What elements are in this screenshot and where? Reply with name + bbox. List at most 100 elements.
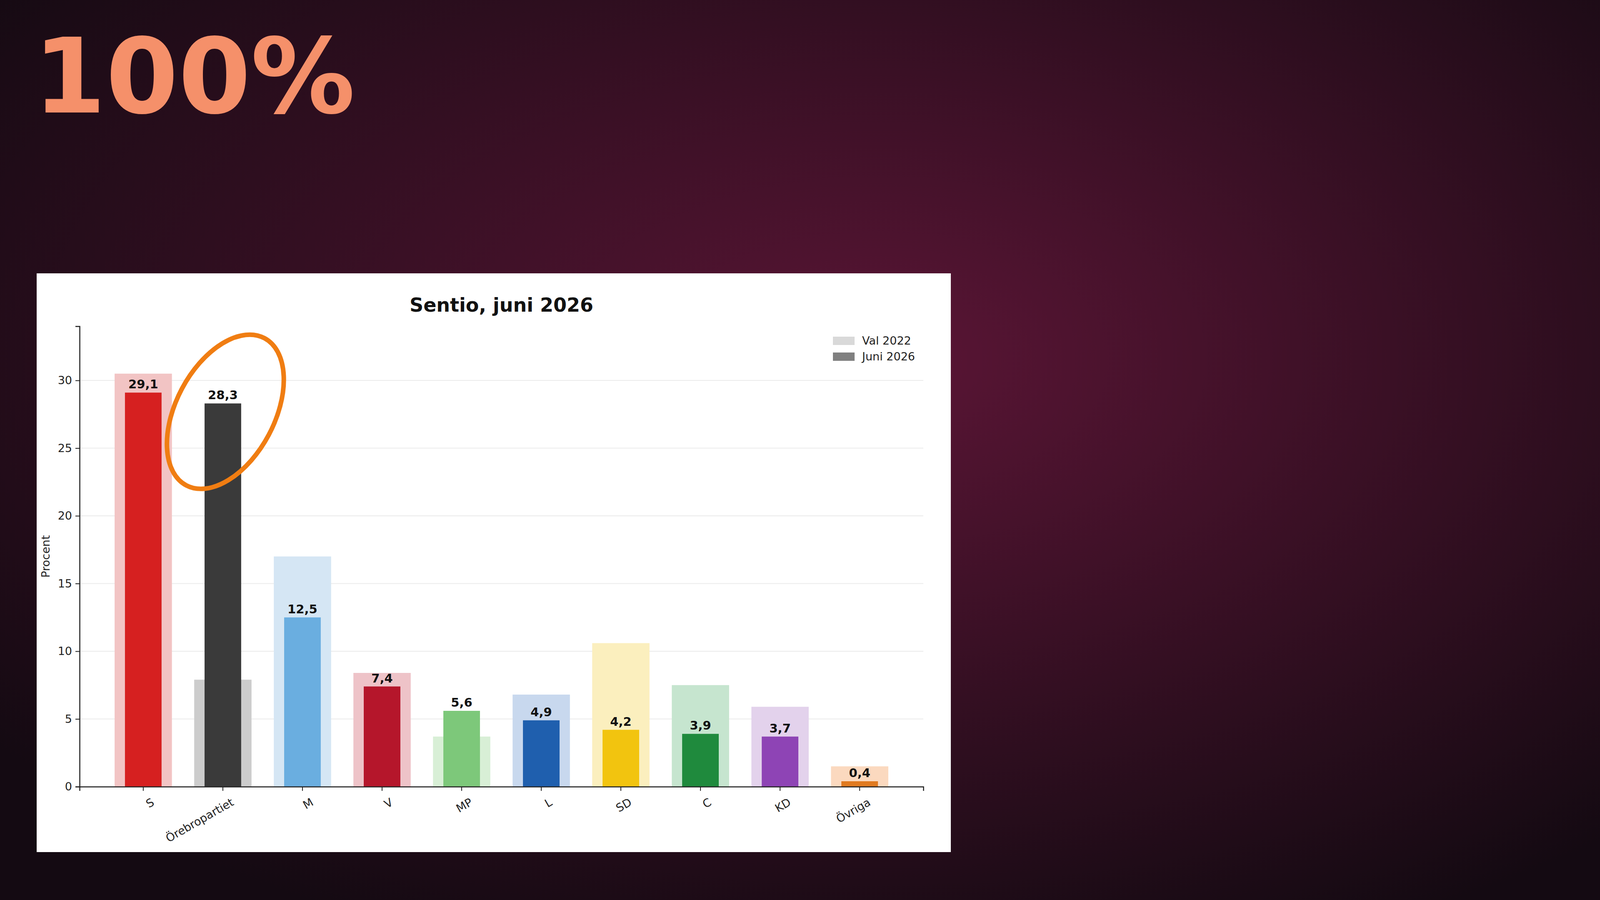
bar <box>125 392 162 787</box>
x-tick-mark <box>461 786 463 791</box>
y-tick-mark <box>75 447 80 449</box>
x-tick-label: S <box>143 795 157 810</box>
y-axis-title: Procent <box>39 535 53 578</box>
y-tick: 20 <box>57 509 80 523</box>
bar <box>592 643 650 788</box>
x-tick: C <box>700 786 714 811</box>
plot: 29,1 28,3 12,5 7,4 5,6 4,9 4,2 3,9 3,7 0,4 0 5 10 15 2… <box>39 315 924 845</box>
x-tick: SD <box>613 786 634 815</box>
chart-title: Sentio, juni 2026 <box>409 293 594 317</box>
x-tick: MP <box>453 786 475 815</box>
x-tick: M <box>300 786 316 812</box>
x-tick-label: C <box>700 795 714 811</box>
data-label: 7,4 <box>371 671 393 686</box>
chart-panel: 29,1 28,3 12,5 7,4 5,6 4,9 4,2 3,9 3,7 0,4 0 5 10 15 2… <box>36 273 951 853</box>
y-tick: 15 <box>57 577 80 590</box>
x-axis-line <box>80 787 924 792</box>
highlight-ellipse <box>142 315 308 509</box>
bar <box>204 403 242 787</box>
y-tick: 25 <box>57 441 80 455</box>
y-tick-label: 5 <box>65 712 73 726</box>
bar <box>353 672 411 787</box>
legend-item: Juni 2026 <box>832 350 915 363</box>
y-tick-label: 25 <box>57 441 73 455</box>
bar <box>522 720 560 787</box>
legend-swatch <box>832 352 855 361</box>
x-tick-mark <box>142 786 144 791</box>
y-tick-mark <box>75 786 80 788</box>
bars <box>114 373 889 787</box>
y-tick: 0 <box>65 780 80 793</box>
y-tick-mark <box>75 515 80 517</box>
legend: Val 2022 Juni 2026 <box>832 334 915 363</box>
x-tick-label: M <box>300 795 316 812</box>
data-label: 28,3 <box>207 387 238 403</box>
x-tick: Örebropartiet <box>163 786 236 845</box>
data-label: 12,5 <box>287 602 318 617</box>
y-tick-label: 0 <box>65 780 73 793</box>
series-bars <box>125 392 878 787</box>
y-tick-label: 10 <box>57 644 73 658</box>
bar <box>284 617 321 787</box>
y-tick: 30 <box>57 373 80 387</box>
y-tick-mark <box>75 583 80 585</box>
y-tick: 5 <box>65 712 80 726</box>
x-tick-mark <box>779 786 781 791</box>
x-axis: S Örebropartiet M V MP L SD C KD Övriga <box>80 786 924 845</box>
bar <box>512 694 570 787</box>
data-labels: 29,1 28,3 12,5 7,4 5,6 4,9 4,2 3,9 3,7 0,4 <box>128 377 871 780</box>
legend-label: Juni 2026 <box>861 350 915 363</box>
x-tick-label: MP <box>453 795 475 815</box>
x-tick-label: L <box>542 795 555 810</box>
x-tick-mark <box>540 786 542 791</box>
y-axis-line <box>75 326 80 788</box>
x-tick-label: V <box>382 795 396 811</box>
y-tick-label: 15 <box>57 577 73 590</box>
page: 100% 29,1 28,3 12,5 7,4 5,6 4,9 4,2 3,9 3,7 0,4 0 5 1… <box>0 0 1600 900</box>
x-tick-label: SD <box>613 795 634 815</box>
x-tick: KD <box>772 786 793 815</box>
y-tick-mark <box>75 380 80 382</box>
grid <box>79 380 924 787</box>
x-tick-mark <box>381 786 383 791</box>
x-tick-mark <box>700 786 701 791</box>
y-tick: 10 <box>57 644 80 658</box>
legend-label: Val 2022 <box>862 334 912 348</box>
bar <box>443 710 480 787</box>
y-axis: 0 5 10 15 20 25 30 <box>57 326 80 794</box>
data-label: 5,6 <box>450 695 473 710</box>
background <box>0 0 1600 900</box>
y-tick-mark <box>75 651 80 653</box>
y-tick-mark <box>75 718 80 720</box>
bar <box>363 686 401 788</box>
x-tick-mark <box>302 786 303 791</box>
data-label: 4,2 <box>610 714 632 729</box>
x-tick: S <box>143 786 157 811</box>
y-tick-label: 20 <box>57 509 73 523</box>
bar <box>682 733 719 787</box>
bar <box>114 373 173 787</box>
x-tick-label: Örebropartiet <box>163 795 236 845</box>
bar <box>841 781 878 787</box>
data-label: 3,7 <box>769 721 791 736</box>
data-label: 4,9 <box>530 705 552 720</box>
x-tick-mark <box>222 786 224 791</box>
bar <box>671 685 730 787</box>
y-tick-label: 30 <box>57 373 73 387</box>
grid-line <box>79 380 924 381</box>
x-tick: V <box>382 786 396 811</box>
series-bars <box>114 373 889 787</box>
data-label: 29,1 <box>128 377 159 392</box>
logo: 100% <box>33 15 355 138</box>
bar <box>273 556 332 788</box>
x-tick-mark <box>620 786 622 791</box>
data-label: 0,4 <box>848 765 870 780</box>
x-tick-mark <box>859 786 860 791</box>
x-tick: Övriga <box>833 786 873 826</box>
bar <box>602 730 640 788</box>
bar <box>751 706 809 787</box>
legend-swatch <box>832 336 855 345</box>
x-tick-label: Övriga <box>833 795 873 826</box>
bar <box>761 736 799 787</box>
data-label: 3,9 <box>689 718 711 733</box>
